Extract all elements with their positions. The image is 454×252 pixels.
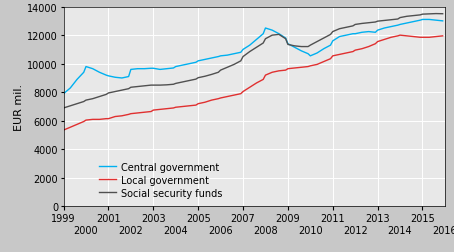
Line: Social security funds: Social security funds [64,15,443,109]
Local government [218,97,223,100]
Social security funds [397,17,403,20]
Local government [440,35,445,38]
Central government [151,68,156,71]
Line: Central government: Central government [64,20,443,94]
Social security funds [61,107,66,110]
Social security funds [276,34,281,37]
Social security funds [151,84,156,87]
Central government [420,19,425,22]
Social security funds [440,13,445,16]
Social security funds [218,69,223,72]
Central government [218,55,223,58]
Y-axis label: EUR mil.: EUR mil. [15,84,25,131]
Central government [440,20,445,23]
Central government [61,93,66,96]
Local government [404,35,410,38]
Social security funds [283,38,288,41]
Local government [148,111,154,114]
Central government [148,68,154,71]
Central government [276,33,281,36]
Local government [276,70,281,73]
Central government [283,37,288,40]
Local government [61,129,66,132]
Local government [151,109,156,112]
Social security funds [433,13,439,16]
Local government [283,69,288,72]
Legend: Central government, Local government, Social security funds: Central government, Local government, So… [99,162,222,198]
Social security funds [148,84,154,87]
Line: Local government: Local government [64,36,443,131]
Local government [397,35,403,38]
Central government [397,24,403,27]
